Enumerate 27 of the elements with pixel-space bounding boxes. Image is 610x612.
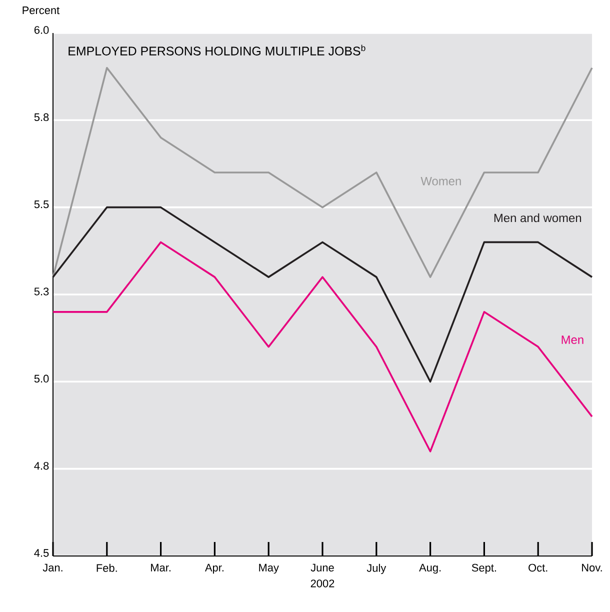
line-series: [52, 241, 593, 452]
x-tick-label: May: [259, 564, 279, 574]
y-tick-label: 5.3: [34, 288, 49, 296]
x-tick-label: Sept.: [472, 564, 496, 574]
x-tick-label: Jan.: [42, 564, 62, 572]
x-tick-label: June: [310, 564, 334, 572]
x-tick-label: July: [366, 564, 386, 574]
x-axis-title: 2002: [310, 580, 334, 588]
line-series: [52, 206, 593, 383]
y-tick-label: 4.5: [34, 549, 49, 557]
series-label: Men: [562, 336, 584, 344]
y-axis-title: Percent: [22, 6, 60, 14]
x-tick-label: Mar.: [151, 564, 170, 572]
y-tick-label: 6.0: [34, 26, 49, 34]
x-tick-label: Aug.: [419, 564, 441, 574]
text: EMPLOYED PERSONS HOLDING MULTIPLE JOBS$^{b}$: [68, 44, 366, 56]
y-tick-label: 5.8: [34, 113, 49, 122]
y-tick-label: 5.0: [34, 374, 49, 383]
x-tick-label: Feb.: [96, 564, 117, 572]
x-tick-label: Nov.: [582, 564, 602, 572]
series-label: Men and women: [494, 213, 582, 222]
y-tick-label: 5.5: [34, 200, 49, 208]
y-tick-label: 4.8: [34, 462, 49, 470]
series-label: Women: [420, 177, 461, 186]
x-tick-label: Apr.: [204, 564, 224, 574]
line-series: [52, 66, 593, 278]
x-tick-label: Oct.: [528, 564, 548, 572]
